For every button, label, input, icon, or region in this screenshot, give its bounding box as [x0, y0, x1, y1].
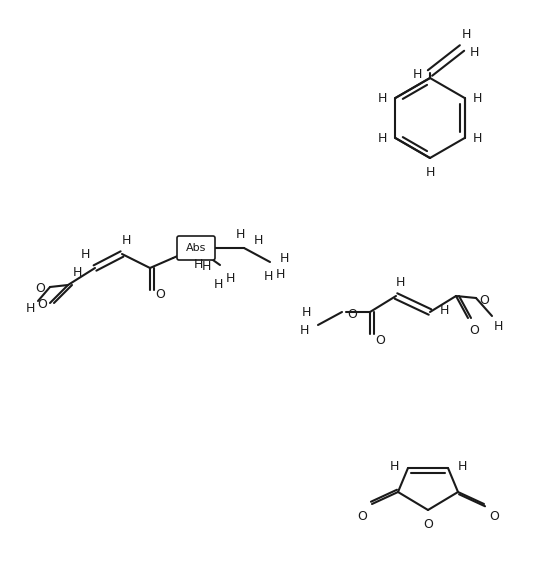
- FancyBboxPatch shape: [177, 236, 215, 260]
- Text: H: H: [80, 248, 90, 260]
- Text: H: H: [235, 228, 245, 241]
- Text: H: H: [201, 260, 211, 274]
- Text: H: H: [473, 92, 483, 104]
- Text: H: H: [457, 460, 466, 472]
- Text: H: H: [396, 275, 404, 289]
- Text: H: H: [279, 252, 289, 264]
- Text: H: H: [461, 28, 471, 40]
- Text: H: H: [301, 306, 311, 320]
- Text: O: O: [479, 294, 489, 306]
- Text: O: O: [37, 298, 47, 312]
- Text: H: H: [25, 302, 35, 316]
- Text: H: H: [439, 304, 449, 316]
- Text: H: H: [469, 46, 479, 59]
- Text: O: O: [469, 324, 479, 336]
- Text: H: H: [412, 69, 422, 81]
- Text: H: H: [73, 266, 81, 279]
- Text: H: H: [253, 233, 263, 247]
- Text: H: H: [378, 92, 387, 104]
- Text: O: O: [347, 308, 357, 320]
- Text: H: H: [389, 460, 399, 472]
- Text: H: H: [263, 270, 273, 282]
- Text: Abs: Abs: [186, 243, 206, 253]
- Text: H: H: [225, 272, 235, 286]
- Text: O: O: [155, 287, 165, 301]
- Text: H: H: [213, 279, 223, 291]
- Text: H: H: [493, 320, 502, 332]
- Text: H: H: [121, 233, 131, 247]
- Text: O: O: [489, 510, 499, 522]
- Text: O: O: [357, 510, 367, 522]
- Text: O: O: [423, 517, 433, 530]
- Text: H: H: [299, 324, 309, 338]
- Text: O: O: [35, 282, 45, 295]
- Text: H: H: [473, 131, 483, 145]
- Text: H: H: [193, 257, 203, 271]
- Text: H: H: [425, 165, 435, 179]
- Text: H: H: [378, 131, 387, 145]
- Text: H: H: [275, 267, 285, 281]
- Text: O: O: [375, 334, 385, 347]
